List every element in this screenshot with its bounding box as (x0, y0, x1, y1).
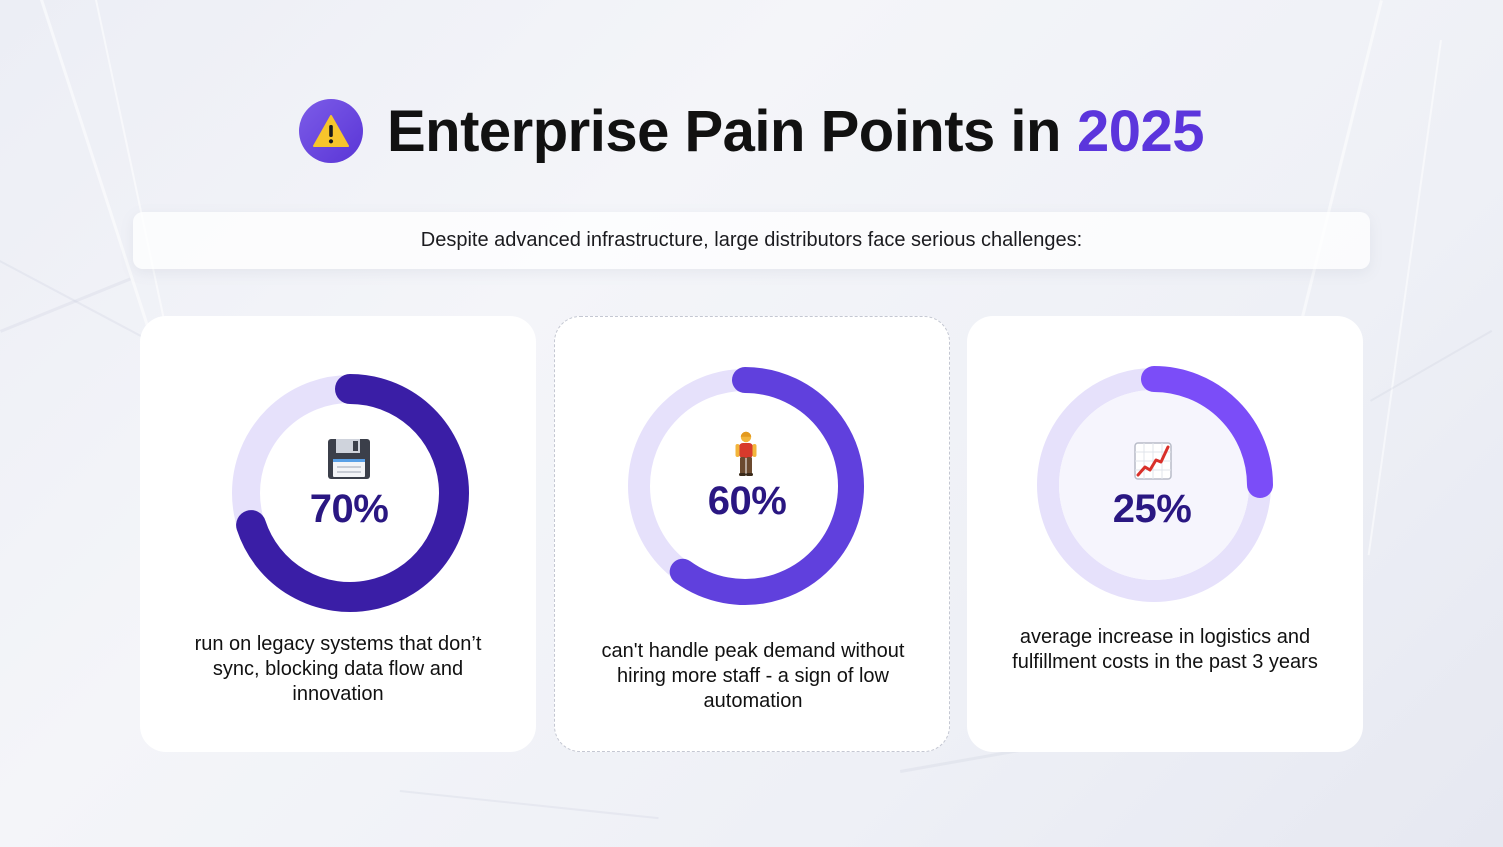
subtitle-text: Despite advanced infrastructure, large d… (420, 229, 1083, 251)
stat-percent: 60% (707, 479, 787, 523)
subtitle-banner: Despite advanced infrastructure, large d… (133, 212, 1370, 269)
stat-card-peak-demand: 60% can't handle peak demand without hir… (554, 316, 950, 752)
stat-description: average increase in logistics and fulfil… (1012, 626, 1318, 673)
page-title-year: 2025 (1076, 98, 1205, 164)
warning-badge (298, 99, 363, 163)
person-standing-icon (733, 431, 759, 477)
page-title: Enterprise Pain Points in 2025 (386, 98, 1205, 165)
stat-percent: 70% (309, 487, 389, 531)
progress-ring (232, 374, 469, 612)
stat-description: can't handle peak demand without hiring … (601, 640, 905, 712)
stat-card-legacy-systems: 70% run on legacy systems that don’t syn… (140, 316, 536, 752)
warning-icon (312, 114, 350, 148)
header: Enterprise Pain Points in 2025 (0, 95, 1503, 167)
progress-ring (1037, 366, 1273, 602)
floppy-disk-icon (326, 438, 372, 480)
page-title-text: Enterprise Pain Points in (386, 98, 1061, 164)
stat-card-logistics-costs: 25% average increase in logistics and fu… (967, 316, 1363, 752)
progress-ring (628, 367, 864, 605)
stat-percent: 25% (1112, 487, 1192, 531)
stat-description: run on legacy systems that don’t sync, b… (194, 633, 482, 705)
chart-increasing-icon (1134, 442, 1172, 480)
